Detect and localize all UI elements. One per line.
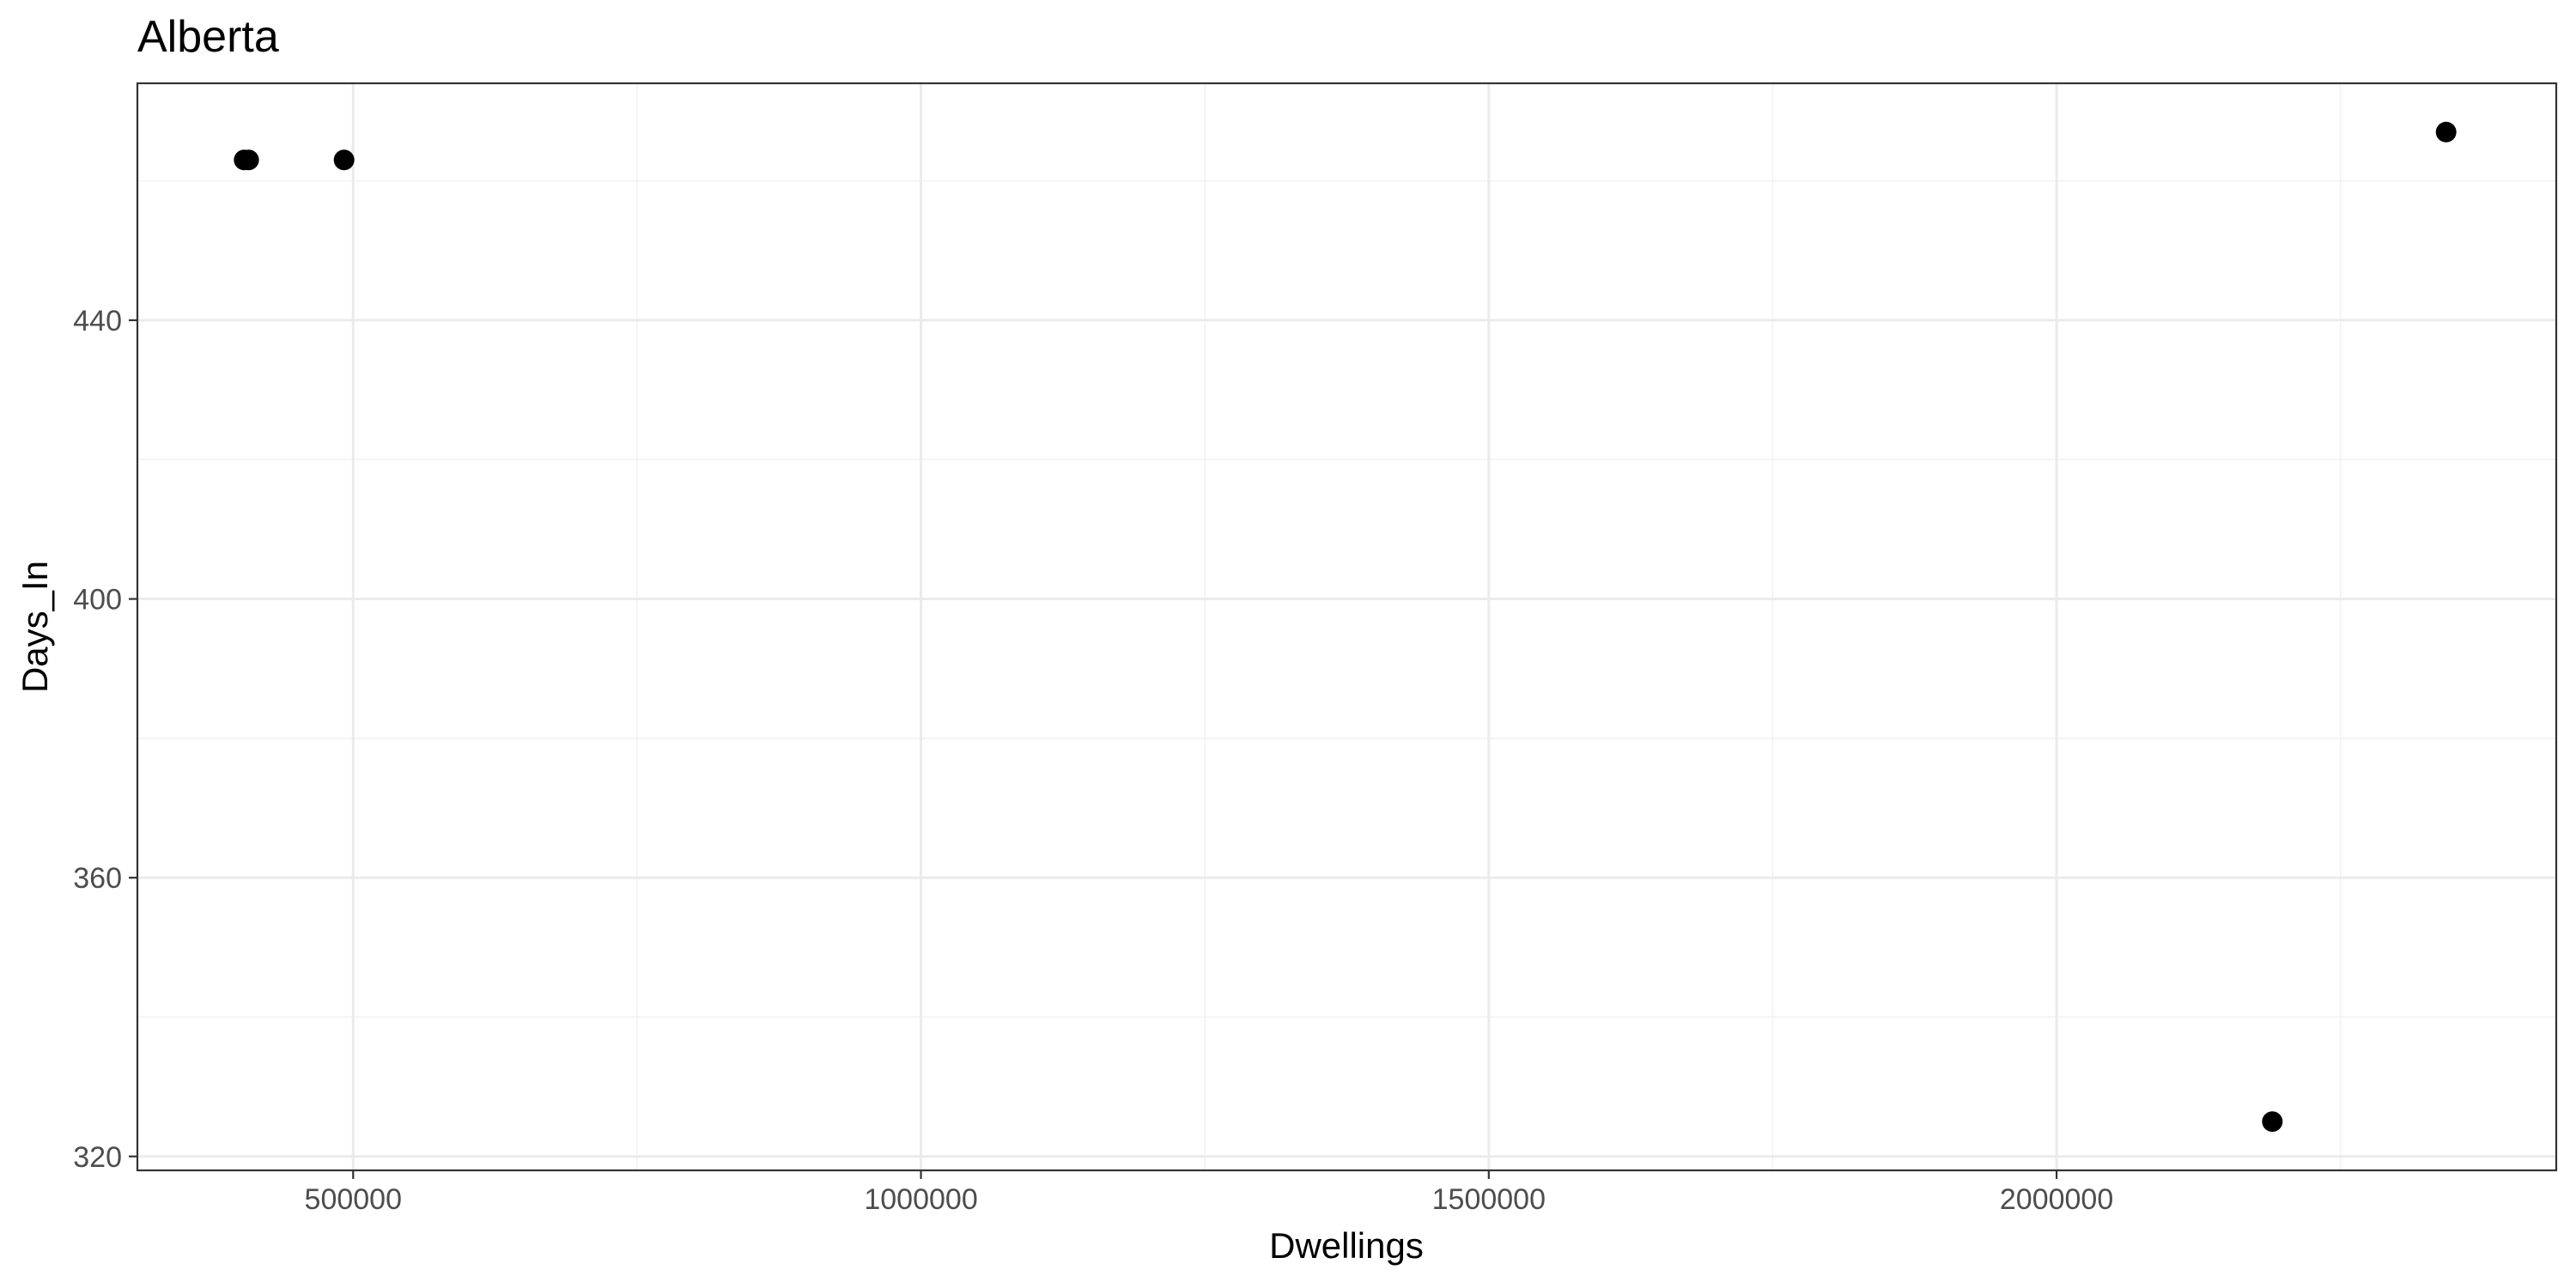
- y-axis-title: Days_In: [15, 561, 55, 693]
- data-point: [333, 149, 355, 171]
- data-point: [2435, 121, 2457, 143]
- y-tick-label: 360: [73, 862, 122, 895]
- major-gridlines: [137, 83, 2556, 1170]
- x-tick-label: 1000000: [864, 1183, 977, 1216]
- x-axis-ticks: 500000 1000000 1500000 2000000: [305, 1170, 2113, 1216]
- x-tick-label: 1500000: [1432, 1183, 1546, 1216]
- data-point: [2262, 1111, 2283, 1133]
- plot-panel-border: [136, 82, 2558, 1172]
- y-tick-label: 400: [73, 584, 122, 617]
- y-tick-label: 320: [73, 1141, 122, 1174]
- y-axis-ticks: 320 360 400 440: [73, 305, 137, 1174]
- minor-gridlines: [137, 83, 2556, 1170]
- chart-title: Alberta: [137, 12, 279, 62]
- x-tick-label: 500000: [305, 1183, 402, 1216]
- data-points: [234, 121, 2457, 1133]
- y-tick-label: 440: [73, 305, 122, 337]
- data-point: [238, 149, 259, 171]
- x-tick-label: 2000000: [2000, 1183, 2113, 1216]
- x-axis-title: Dwellings: [1269, 1225, 1424, 1266]
